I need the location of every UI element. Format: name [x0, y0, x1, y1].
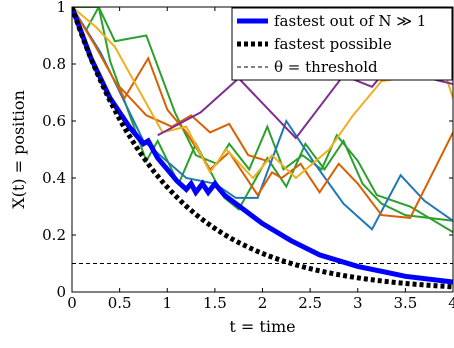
x-tick-label: 3.5	[393, 294, 417, 312]
series-trajectory-3	[72, 7, 453, 219]
x-tick-label: 0	[67, 294, 77, 312]
y-tick-label: 0.4	[42, 169, 66, 187]
y-tick-label: 1	[56, 0, 66, 16]
y-axis-label: X(t) = position	[9, 90, 28, 209]
x-tick-label: 1	[162, 294, 172, 312]
series-fastest-out-of-n	[72, 7, 453, 285]
legend-label: fastest possible	[274, 35, 392, 53]
legend: fastest out of N ≫ 1 fastest possible θ = …	[231, 7, 453, 81]
legend-label: θ = threshold	[274, 58, 378, 76]
series-group	[72, 7, 453, 290]
x-tick-label: 2.5	[298, 294, 322, 312]
legend-box	[231, 7, 453, 81]
series-fastest-possible	[72, 7, 453, 290]
y-tick-label: 0.2	[42, 226, 66, 244]
series-trajectory-0	[72, 7, 453, 222]
x-axis-label: t = time	[229, 317, 295, 336]
ticks: 0 0.5 1 1.5 2 2.5 3 3.5 4 0 0.2 0.4 0.6 0.8 1	[42, 0, 454, 312]
y-tick-label: 0	[56, 283, 66, 301]
legend-label: fastest out of N ≫ 1	[274, 12, 426, 30]
x-tick-label: 3	[353, 294, 363, 312]
x-tick-label: 0.5	[108, 294, 132, 312]
y-tick-label: 0.6	[42, 112, 66, 130]
series-trajectory-4	[118, 86, 268, 162]
x-tick-label: 1.5	[203, 294, 227, 312]
x-tick-label: 4	[448, 294, 454, 312]
y-tick-label: 0.8	[42, 55, 66, 73]
x-tick-label: 2	[258, 294, 268, 312]
series-trajectory-1	[85, 7, 453, 234]
